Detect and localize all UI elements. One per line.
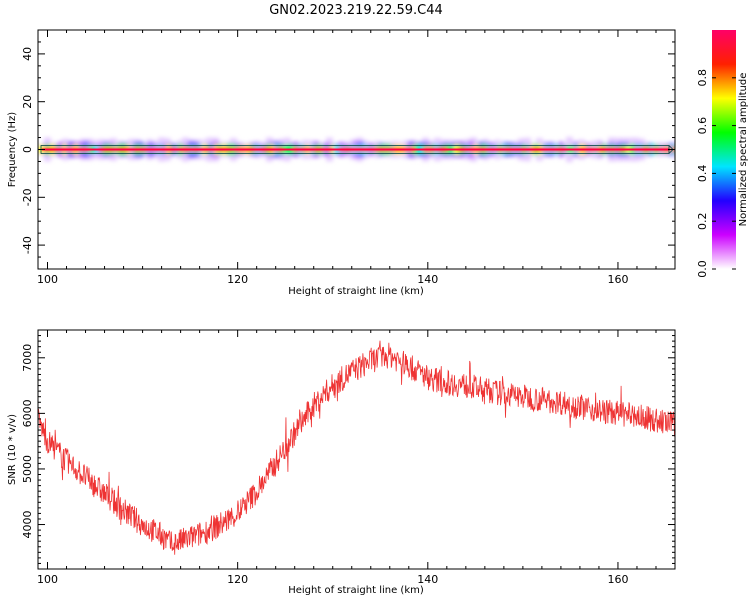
spectrogram-xtick-label: 120 (227, 273, 248, 286)
snr-xtick-label: 100 (37, 573, 58, 586)
spectrogram-xtick-label: 100 (37, 273, 58, 286)
colorbar-tick-label: 0.2 (696, 212, 709, 230)
snr-xtick-label: 140 (417, 573, 438, 586)
spectrogram-ytick-label: 20 (21, 95, 34, 109)
colorbar-tick-label: 0.4 (696, 165, 709, 183)
snr-frame (37, 329, 676, 570)
figure-title: GN02.2023.219.22.59.C44 (269, 3, 443, 18)
spectrogram-ytick-label: -40 (21, 236, 34, 254)
spectrogram-ytick-label: 0 (21, 146, 34, 153)
colorbar-tick-label: 0.8 (696, 69, 709, 87)
snr-xlabel: Height of straight line (km) (288, 585, 424, 596)
snr-ytick-label: 4000 (21, 511, 34, 539)
snr-ytick-label: 5000 (21, 455, 34, 483)
spectrogram-ytick-label: -20 (21, 188, 34, 206)
snr-ylabel: SNR (10 * v/v) (7, 414, 18, 485)
colorbar: 0.0 0.2 0.4 0.6 0.8 Normalized spectral ampl… (696, 30, 749, 278)
spectrogram-xlabel: Height of straight line (km) (288, 286, 424, 297)
spectrogram-xtick-label: 160 (607, 273, 628, 286)
spectrogram-ylabel: Frequency (Hz) (7, 112, 18, 188)
spectrogram-ytick-label: 40 (21, 47, 34, 61)
snr-series-line (38, 340, 675, 555)
snr-xtick-label: 160 (607, 573, 628, 586)
snr-panel: 100 120 140 160 4000 5000 6000 7000 Height of s… (7, 329, 676, 596)
colorbar-tick-label: 0.6 (696, 117, 709, 135)
snr-ytick-label: 6000 (21, 399, 34, 427)
spectrogram-xtick-label: 140 (417, 273, 438, 286)
spectrogram-panel: 100 120 140 160 40 20 0 -20 -40 Height of straig… (7, 29, 676, 297)
colorbar-tick-label: 0.0 (696, 260, 709, 278)
colorbar-gradient (712, 30, 736, 269)
colorbar-label: Normalized spectral amplitude (738, 73, 749, 227)
snr-ytick-label: 7000 (21, 344, 34, 372)
snr-xtick-label: 120 (227, 573, 248, 586)
